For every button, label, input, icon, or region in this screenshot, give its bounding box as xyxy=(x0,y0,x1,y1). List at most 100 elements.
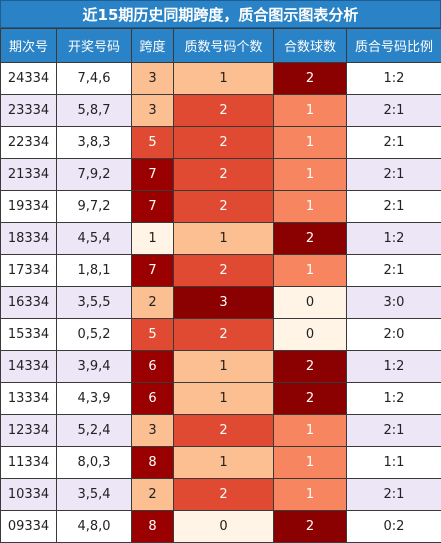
table-row: 11334 8,0,3 8 1 1 1:1 xyxy=(1,447,441,479)
cell-composite-count: 1 xyxy=(274,479,347,511)
cell-issue: 13334 xyxy=(1,383,57,415)
header-span: 跨度 xyxy=(132,29,174,63)
table-row: 13334 4,3,9 6 1 2 1:2 xyxy=(1,383,441,415)
table-row: 15334 0,5,2 5 2 0 2:0 xyxy=(1,319,441,351)
cell-ratio: 1:1 xyxy=(347,447,441,479)
cell-numbers: 3,8,3 xyxy=(57,127,132,159)
table-row: 17334 1,8,1 7 2 1 2:1 xyxy=(1,255,441,287)
cell-numbers: 3,5,5 xyxy=(57,287,132,319)
cell-composite-count: 2 xyxy=(274,351,347,383)
cell-numbers: 9,7,2 xyxy=(57,191,132,223)
table-row: 18334 4,5,4 1 1 2 1:2 xyxy=(1,223,441,255)
cell-span: 3 xyxy=(132,415,174,447)
cell-issue: 15334 xyxy=(1,319,57,351)
cell-numbers: 3,5,4 xyxy=(57,479,132,511)
cell-span: 1 xyxy=(132,223,174,255)
table-row: 19334 9,7,2 7 2 1 2:1 xyxy=(1,191,441,223)
table-title: 近15期历史同期跨度，质合图示图表分析 xyxy=(0,0,441,28)
cell-issue: 17334 xyxy=(1,255,57,287)
cell-ratio: 2:1 xyxy=(347,127,441,159)
cell-prime-count: 2 xyxy=(174,127,274,159)
cell-prime-count: 2 xyxy=(174,479,274,511)
cell-composite-count: 1 xyxy=(274,127,347,159)
cell-prime-count: 1 xyxy=(174,63,274,95)
cell-issue: 24334 xyxy=(1,63,57,95)
cell-prime-count: 3 xyxy=(174,287,274,319)
cell-ratio: 2:1 xyxy=(347,191,441,223)
cell-numbers: 4,5,4 xyxy=(57,223,132,255)
cell-prime-count: 2 xyxy=(174,319,274,351)
cell-prime-count: 2 xyxy=(174,255,274,287)
header-numbers: 开奖号码 xyxy=(57,29,132,63)
cell-span: 6 xyxy=(132,351,174,383)
cell-numbers: 4,3,9 xyxy=(57,383,132,415)
history-table: 期次号 开奖号码 跨度 质数号码个数 合数球数 质合号码比例 24334 7,4… xyxy=(0,28,441,543)
cell-ratio: 1:2 xyxy=(347,383,441,415)
cell-issue: 21334 xyxy=(1,159,57,191)
cell-issue: 14334 xyxy=(1,351,57,383)
table-row: 22334 3,8,3 5 2 1 2:1 xyxy=(1,127,441,159)
cell-numbers: 5,2,4 xyxy=(57,415,132,447)
cell-composite-count: 2 xyxy=(274,383,347,415)
cell-issue: 19334 xyxy=(1,191,57,223)
cell-ratio: 1:2 xyxy=(347,63,441,95)
header-composite-count: 合数球数 xyxy=(274,29,347,63)
cell-ratio: 2:1 xyxy=(347,479,441,511)
table-row: 23334 5,8,7 3 2 1 2:1 xyxy=(1,95,441,127)
cell-numbers: 1,8,1 xyxy=(57,255,132,287)
cell-issue: 23334 xyxy=(1,95,57,127)
cell-composite-count: 0 xyxy=(274,319,347,351)
table-row: 10334 3,5,4 2 2 1 2:1 xyxy=(1,479,441,511)
cell-ratio: 2:1 xyxy=(347,95,441,127)
table-body: 24334 7,4,6 3 1 2 1:2 23334 5,8,7 3 2 1 … xyxy=(1,63,441,543)
cell-prime-count: 2 xyxy=(174,95,274,127)
cell-prime-count: 1 xyxy=(174,383,274,415)
cell-numbers: 3,9,4 xyxy=(57,351,132,383)
cell-issue: 11334 xyxy=(1,447,57,479)
cell-numbers: 0,5,2 xyxy=(57,319,132,351)
cell-ratio: 3:0 xyxy=(347,287,441,319)
cell-numbers: 7,9,2 xyxy=(57,159,132,191)
cell-issue: 18334 xyxy=(1,223,57,255)
table-row: 16334 3,5,5 2 3 0 3:0 xyxy=(1,287,441,319)
cell-prime-count: 2 xyxy=(174,159,274,191)
cell-span: 7 xyxy=(132,191,174,223)
cell-composite-count: 1 xyxy=(274,415,347,447)
cell-ratio: 2:1 xyxy=(347,415,441,447)
cell-issue: 22334 xyxy=(1,127,57,159)
cell-composite-count: 1 xyxy=(274,447,347,479)
cell-ratio: 1:2 xyxy=(347,223,441,255)
cell-issue: 16334 xyxy=(1,287,57,319)
cell-span: 5 xyxy=(132,127,174,159)
cell-issue: 12334 xyxy=(1,415,57,447)
cell-composite-count: 1 xyxy=(274,255,347,287)
cell-numbers: 8,0,3 xyxy=(57,447,132,479)
header-prime-count: 质数号码个数 xyxy=(174,29,274,63)
cell-span: 3 xyxy=(132,95,174,127)
header-row: 期次号 开奖号码 跨度 质数号码个数 合数球数 质合号码比例 xyxy=(1,29,441,63)
cell-ratio: 2:1 xyxy=(347,255,441,287)
cell-prime-count: 1 xyxy=(174,223,274,255)
cell-ratio: 2:1 xyxy=(347,159,441,191)
cell-prime-count: 1 xyxy=(174,447,274,479)
cell-composite-count: 2 xyxy=(274,63,347,95)
header-issue: 期次号 xyxy=(1,29,57,63)
cell-composite-count: 1 xyxy=(274,159,347,191)
analysis-table-panel: 近15期历史同期跨度，质合图示图表分析 期次号 开奖号码 跨度 质数号码个数 合… xyxy=(0,0,441,527)
table-row: 14334 3,9,4 6 1 2 1:2 xyxy=(1,351,441,383)
cell-span: 6 xyxy=(132,383,174,415)
cell-span: 8 xyxy=(132,447,174,479)
cell-span: 7 xyxy=(132,255,174,287)
table-row: 21334 7,9,2 7 2 1 2:1 xyxy=(1,159,441,191)
cell-numbers: 7,4,6 xyxy=(57,63,132,95)
cell-ratio: 2:0 xyxy=(347,319,441,351)
cell-prime-count: 2 xyxy=(174,191,274,223)
table-row: 12334 5,2,4 3 2 1 2:1 xyxy=(1,415,441,447)
cell-numbers: 5,8,7 xyxy=(57,95,132,127)
cell-composite-count: 2 xyxy=(274,223,347,255)
header-ratio: 质合号码比例 xyxy=(347,29,441,63)
cell-span: 7 xyxy=(132,159,174,191)
cell-composite-count: 0 xyxy=(274,287,347,319)
cell-prime-count: 1 xyxy=(174,351,274,383)
cell-ratio: 1:2 xyxy=(347,351,441,383)
